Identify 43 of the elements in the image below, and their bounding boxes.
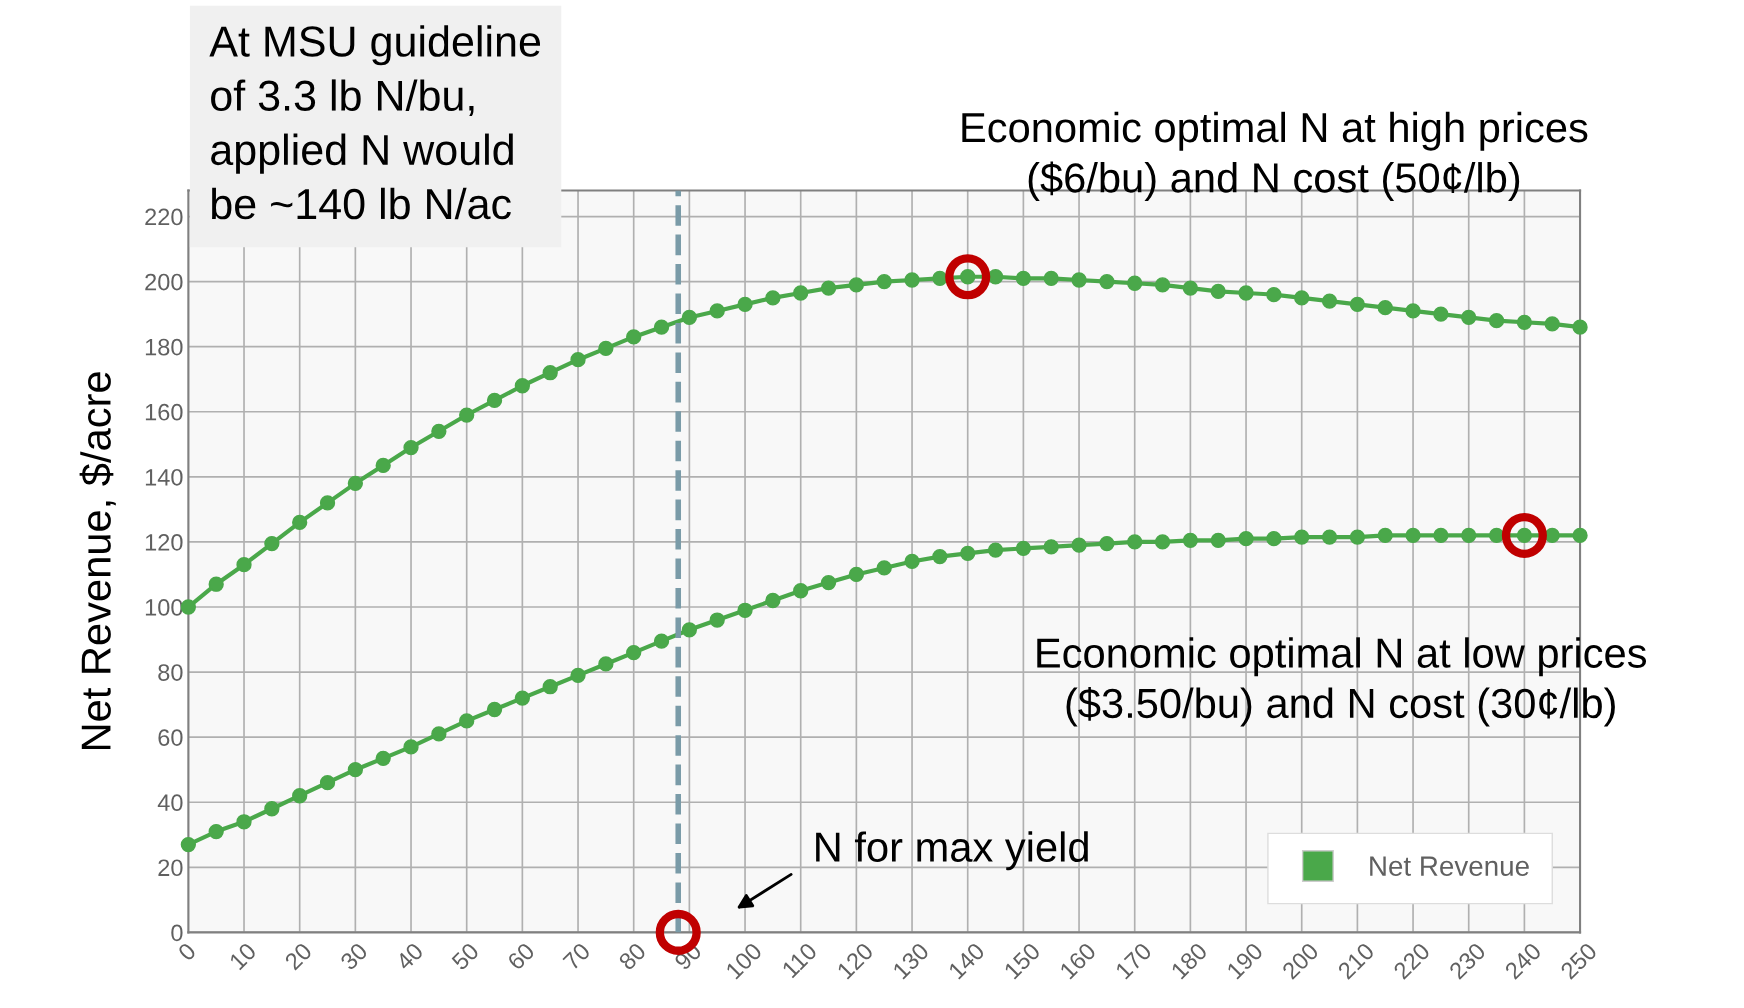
y-tick-label: 160 bbox=[145, 403, 183, 421]
x-tick-label: 30 bbox=[339, 941, 369, 971]
y-tick-label: 220 bbox=[145, 208, 183, 226]
x-tick-label: 10 bbox=[228, 941, 258, 971]
annotation: At MSU guideline of 3.3 lb N/bu, applied N would be ~140 lb N/ac bbox=[209, 25, 541, 220]
x-tick-label: 250 bbox=[1559, 941, 1598, 981]
annotation: Economic optimal N at low prices ($3.50/bu) and N cost (30¢/lb) bbox=[1037, 637, 1647, 727]
x-tick-label: 210 bbox=[1336, 941, 1376, 981]
x-tick-label: 180 bbox=[1170, 941, 1209, 980]
x-tick-label: 170 bbox=[1114, 941, 1153, 980]
x-tick-label: 190 bbox=[1226, 941, 1264, 980]
x-tick-label: 110 bbox=[781, 941, 818, 979]
y-tick-label: 20 bbox=[158, 859, 183, 877]
x-tick-label: 140 bbox=[947, 941, 986, 980]
y-tick-label: 140 bbox=[145, 468, 183, 486]
x-tick-label: 20 bbox=[283, 941, 313, 971]
x-tick-label: 80 bbox=[617, 941, 647, 971]
x-tick-label: 220 bbox=[1392, 941, 1431, 981]
x-tick-label: 200 bbox=[1281, 941, 1320, 981]
y-tick-label: 60 bbox=[158, 729, 183, 746]
x-tick-label: 100 bbox=[725, 941, 763, 980]
x-tick-label: 0 bbox=[177, 941, 197, 962]
y-tick-label: 80 bbox=[158, 664, 183, 681]
annotation: N for max yield bbox=[816, 831, 1088, 871]
y-tick-label: 120 bbox=[145, 534, 183, 551]
x-tick-label: 50 bbox=[450, 941, 480, 971]
x-tick-label: 160 bbox=[1059, 941, 1097, 980]
x-tick-label: 60 bbox=[506, 941, 536, 971]
y-axis-title: Net Revenue, $/acre bbox=[79, 372, 116, 750]
annotation: Economic optimal N at high prices ($6/bu) and N cost (50¢/lb) bbox=[962, 111, 1588, 201]
y-tick-label: 180 bbox=[145, 338, 183, 356]
y-tick-label: 0 bbox=[171, 924, 183, 942]
x-tick-label: 230 bbox=[1448, 941, 1487, 981]
y-tick-label: 200 bbox=[145, 273, 183, 291]
legend-label: Net Revenue bbox=[1370, 856, 1529, 876]
y-tick-label: 40 bbox=[157, 794, 183, 812]
x-tick-label: 40 bbox=[394, 941, 425, 972]
y-tick-label: 100 bbox=[145, 599, 183, 616]
x-tick-label: 240 bbox=[1503, 941, 1543, 981]
x-tick-label: 130 bbox=[892, 941, 930, 980]
x-tick-label: 70 bbox=[562, 941, 592, 971]
x-tick-label: 120 bbox=[836, 941, 875, 980]
x-tick-label: 150 bbox=[1003, 941, 1042, 980]
